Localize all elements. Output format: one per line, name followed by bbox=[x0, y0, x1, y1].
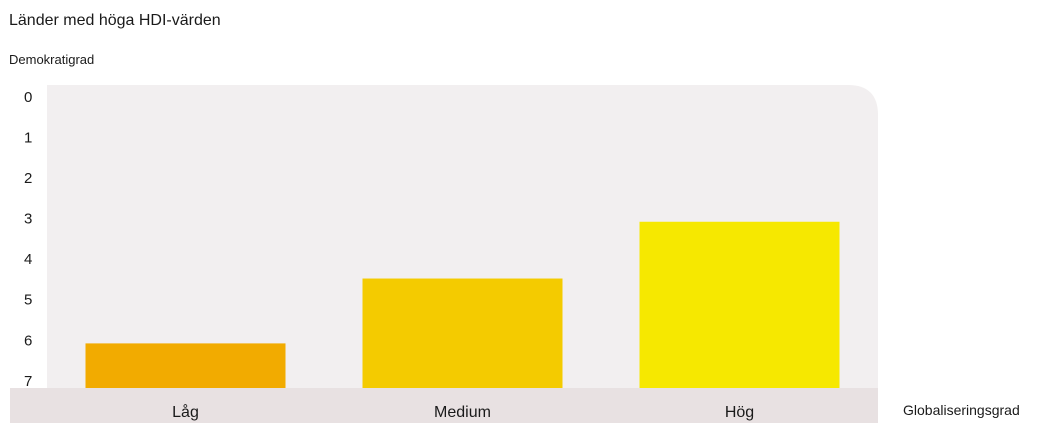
bar-hög bbox=[639, 221, 840, 388]
x-axis-band bbox=[10, 388, 878, 423]
x-tick-label: Hög bbox=[725, 404, 754, 421]
bar-medium bbox=[362, 278, 563, 388]
chart-title: Länder med höga HDI-värden bbox=[9, 12, 221, 29]
y-tick-label: 3 bbox=[24, 211, 32, 228]
y-tick-label: 1 bbox=[24, 130, 32, 147]
y-tick-label: 7 bbox=[24, 373, 32, 390]
y-tick-label: 2 bbox=[24, 170, 32, 187]
y-tick-label: 5 bbox=[24, 292, 32, 309]
y-tick-label: 0 bbox=[24, 89, 32, 106]
x-tick-label: Medium bbox=[434, 404, 491, 421]
y-tick-label: 4 bbox=[24, 251, 32, 268]
x-axis-label: Globaliseringsgrad bbox=[903, 402, 1020, 418]
y-tick-label: 6 bbox=[24, 332, 32, 349]
y-axis-label: Demokratigrad bbox=[9, 52, 95, 67]
bar-låg bbox=[85, 343, 286, 388]
x-tick-label: Låg bbox=[172, 403, 199, 421]
y-axis-band bbox=[10, 85, 47, 388]
axis-corner bbox=[10, 388, 47, 423]
